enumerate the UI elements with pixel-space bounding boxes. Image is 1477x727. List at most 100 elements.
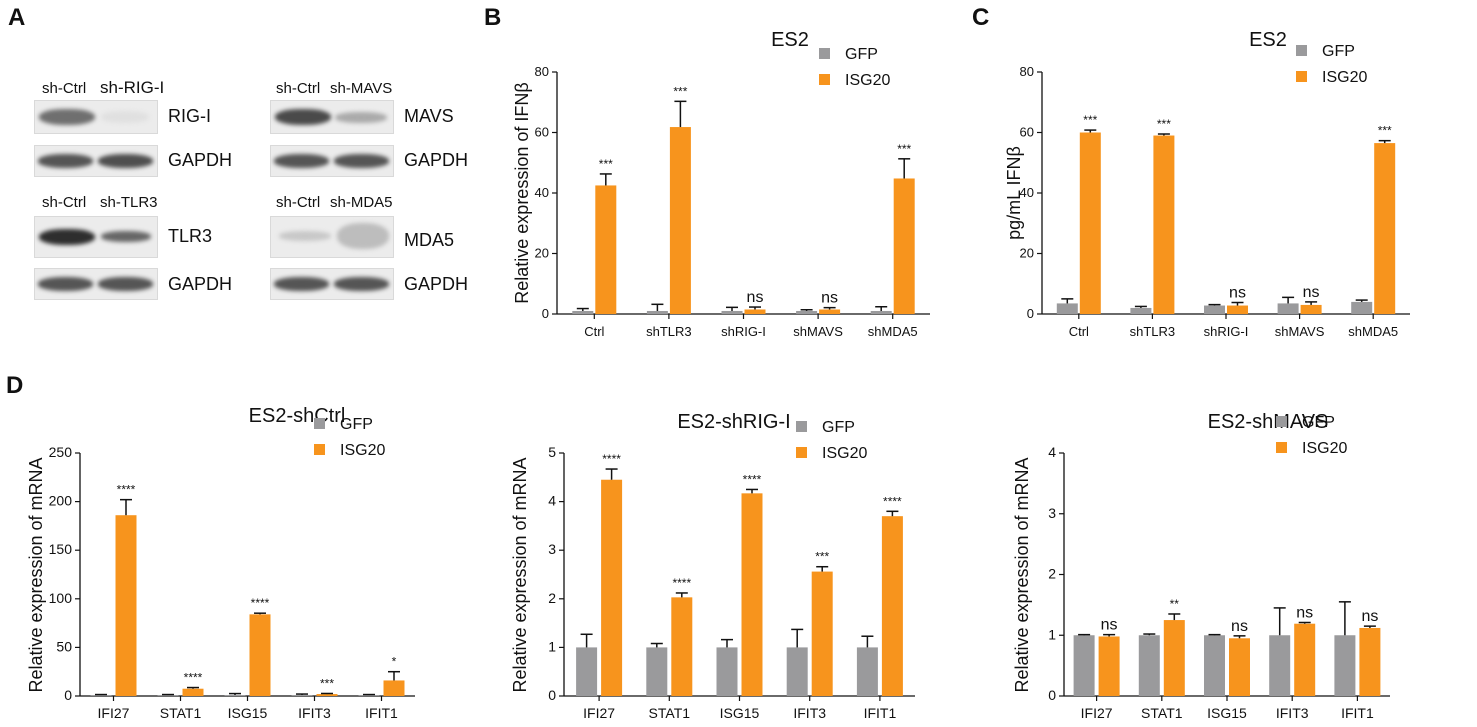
- chart-c-legend-swatch-gfp: [1296, 45, 1307, 56]
- chart-d2-significance: ***: [815, 550, 829, 564]
- chart-d2-y-tick-label: 5: [548, 444, 556, 460]
- blot-kd-label: sh-TLR3: [100, 194, 158, 211]
- chart-d2-legend-label-isg20: ISG20: [822, 445, 867, 462]
- blot-image-tlr3: [34, 216, 158, 258]
- western-blot-panel: sh-Ctrl sh-RIG-I RIG-I GAPDH sh-Ctrl sh-…: [0, 0, 500, 330]
- chart-b-y-tick-label: 20: [535, 246, 549, 261]
- chart-c-bar-gfp: [1351, 301, 1373, 314]
- chart-d1-y-tick-label: 0: [64, 687, 72, 703]
- chart-d1-title: ES2-shCtrl: [249, 405, 346, 427]
- chart-d1-x-tick-label: IFIT3: [298, 705, 331, 721]
- chart-c-y-tick-label: 20: [1020, 246, 1034, 261]
- chart-d2-bar-isg20: [671, 597, 693, 696]
- blot-loading-gapdh-3: GAPDH: [168, 274, 233, 294]
- chart-d1-bar-isg20: [182, 688, 204, 696]
- chart-d2-x-tick-label: IFIT1: [864, 705, 897, 721]
- chart-c-legend-swatch-isg20: [1296, 71, 1307, 82]
- chart-b-bar-isg20: [744, 309, 766, 314]
- chart-d1-significance: *: [392, 655, 397, 669]
- chart-d1-x-tick-label: IFI27: [98, 705, 130, 721]
- chart-b-legend-label-isg20: ISG20: [845, 72, 890, 89]
- chart-c-bar-gfp: [1204, 305, 1225, 314]
- chart-c-bar-gfp: [1056, 303, 1078, 314]
- chart-c-bar-isg20: [1153, 135, 1175, 314]
- blot-loading-gapdh-2: GAPDH: [404, 150, 469, 170]
- chart-c-x-tick-label: shMAVS: [1275, 324, 1325, 339]
- chart-d1-legend-swatch-gfp: [314, 418, 325, 429]
- chart-d2-bar-gfp: [716, 647, 738, 696]
- blot-image-rig-i: [34, 100, 158, 134]
- chart-d2-bar-gfp: [646, 647, 668, 696]
- panel-label-d: D: [6, 372, 24, 399]
- chart-d2-x-tick-label: IFIT3: [793, 705, 826, 721]
- chart-d1-legend-swatch-isg20: [314, 444, 325, 455]
- chart-d3-bar-isg20: [1229, 638, 1250, 696]
- chart-d3-legend-label-gfp: GFP: [1302, 414, 1335, 431]
- chart-c-x-tick-label: shRIG-I: [1204, 324, 1249, 339]
- chart-b-legend-swatch-isg20: [819, 74, 830, 85]
- chart-d1-significance: ***: [320, 676, 334, 690]
- blot-kd-label: sh-RIG-I: [100, 78, 165, 97]
- blot-image-gapdh-1: [34, 145, 158, 177]
- chart-d1-x-tick-label: STAT1: [160, 705, 202, 721]
- chart-d2-bar-isg20: [811, 571, 833, 696]
- chart-d3-significance: ns: [1101, 617, 1118, 634]
- chart-d1-y-tick-label: 200: [49, 493, 73, 509]
- chart-d2-ylabel: Relative expression of mRNA: [510, 457, 530, 692]
- chart-d2-x-tick-label: IFI27: [583, 705, 615, 721]
- chart-d3-x-tick-label: IFIT1: [1341, 705, 1374, 721]
- chart-b-bar-isg20: [595, 185, 617, 314]
- chart-d2-legend-swatch-isg20: [796, 447, 807, 458]
- blot-image-gapdh-2: [270, 145, 394, 177]
- panel-label-a: A: [8, 4, 26, 31]
- chart-d2-y-tick-label: 0: [548, 687, 556, 703]
- chart-d2-x-tick-label: STAT1: [649, 705, 691, 721]
- blot-target-mda5: MDA5: [404, 230, 455, 250]
- chart-b-bar-isg20: [893, 178, 915, 314]
- chart-c-bar-isg20: [1374, 143, 1396, 314]
- chart-d3-significance: ns: [1231, 618, 1248, 635]
- chart-d3-bar-gfp: [1269, 635, 1291, 696]
- blot-kd-label: sh-MDA5: [330, 194, 393, 211]
- chart-d2-significance: ****: [743, 472, 762, 486]
- chart-c-significance: ns: [1303, 284, 1320, 301]
- chart-d3-x-tick-label: STAT1: [1141, 705, 1183, 721]
- chart-d2-bar-gfp: [786, 647, 808, 696]
- blot-kd-label: sh-MAVS: [330, 80, 393, 97]
- chart-c-y-tick-label: 80: [1020, 64, 1034, 79]
- blot-image-mda5: [270, 216, 394, 258]
- chart-c-bar-gfp: [1130, 307, 1152, 314]
- chart-d2-title: ES2-shRIG-I: [677, 411, 790, 433]
- chart-b-significance: ***: [897, 142, 911, 156]
- chart-b-bar-gfp: [870, 310, 892, 314]
- blot-ctrl-label: sh-Ctrl: [42, 194, 87, 211]
- chart-b-y-tick-label: 80: [535, 64, 549, 79]
- blot-image-mavs: [270, 100, 394, 134]
- panel-label-b: B: [484, 4, 502, 31]
- chart-d3-significance: **: [1170, 597, 1180, 611]
- chart-d3-y-tick-label: 3: [1048, 505, 1056, 521]
- chart-b-bar-gfp: [646, 310, 668, 314]
- chart-d3-bar-gfp: [1138, 635, 1160, 696]
- chart-b-bar-gfp: [796, 310, 818, 314]
- blot-loading-gapdh-1: GAPDH: [168, 150, 233, 170]
- chart-d3-bar-gfp: [1073, 635, 1095, 696]
- chart-d3-title: ES2-shMAVS: [1208, 411, 1329, 433]
- chart-c-y-tick-label: 0: [1027, 306, 1034, 321]
- chart-d3-bar-isg20: [1098, 636, 1120, 696]
- chart-d2-significance: ****: [883, 494, 902, 508]
- chart-d1-y-tick-label: 250: [49, 444, 73, 460]
- chart-b-bar-gfp: [572, 310, 594, 314]
- chart-d3-bar-isg20: [1359, 627, 1381, 696]
- chart-d3-y-tick-label: 2: [1048, 566, 1056, 582]
- chart-b-x-tick-label: shRIG-I: [721, 324, 766, 339]
- chart-d2-y-tick-label: 3: [548, 541, 556, 557]
- chart-c-significance: ns: [1229, 285, 1246, 302]
- chart-c-bar-isg20: [1300, 304, 1322, 314]
- chart-c-x-tick-label: Ctrl: [1069, 324, 1089, 339]
- chart-d1-legend-label-isg20: ISG20: [340, 442, 385, 459]
- chart-c-y-tick-label: 60: [1020, 125, 1034, 140]
- chart-d1-bar-gfp: [224, 695, 246, 696]
- chart-b-bar-gfp: [721, 310, 743, 314]
- chart-d1-bar-gfp: [157, 695, 179, 696]
